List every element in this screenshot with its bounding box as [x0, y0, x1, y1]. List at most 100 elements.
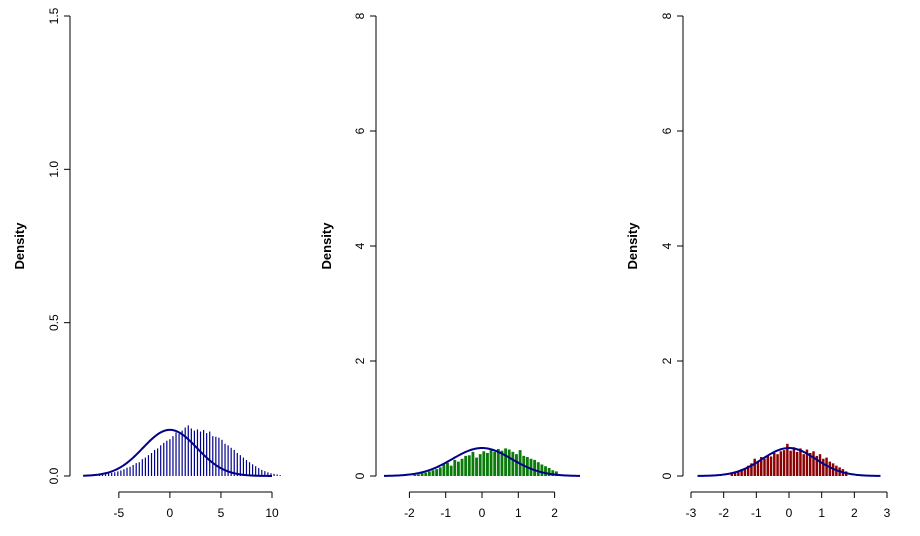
histogram-bar [756, 461, 760, 476]
x-tick-label: 3 [884, 506, 891, 520]
histogram-bar [482, 451, 486, 476]
histogram-bar [431, 470, 435, 476]
histogram-bar [750, 463, 753, 476]
histogram-bar [799, 448, 802, 476]
y-tick-label: 0.5 [47, 314, 61, 331]
histogram-bar [822, 458, 825, 476]
histogram-bar [544, 466, 547, 476]
histogram-bar [782, 450, 786, 476]
histogram-bar [792, 447, 796, 476]
histogram-bar [730, 473, 734, 476]
panel-2-xaxis: -2 -1 0 1 2 [404, 491, 558, 520]
histogram-bar [818, 454, 822, 476]
panel-1-bars [98, 425, 281, 476]
histogram-bar [540, 464, 544, 476]
panel-1-yaxis: 0.0 0.5 1.0 1.5 [47, 7, 71, 484]
y-tick-label: 8 [353, 12, 367, 19]
histogram-bar [427, 471, 431, 476]
panel-2-bars [413, 448, 558, 476]
x-tick-label: 2 [851, 506, 858, 520]
y-tick-label: 4 [353, 242, 367, 249]
histogram-bar [500, 450, 504, 476]
histogram-bar [740, 469, 743, 476]
panel-3-bars [730, 443, 848, 476]
panel-3-ylabel: Density [625, 222, 640, 270]
histogram-bar [776, 454, 779, 476]
y-tick-label: 2 [660, 357, 674, 364]
histogram-bar [547, 467, 551, 476]
panel-3: 0 2 4 6 8 -3 -2 -1 0 1 2 3 Density [625, 12, 891, 520]
histogram-bar [779, 451, 783, 476]
panel-2: 0 2 4 6 8 -2 -1 0 1 2 Density [319, 12, 581, 520]
histogram-bar [786, 443, 789, 476]
histogram-bar [802, 454, 805, 476]
histogram-bar [417, 474, 420, 476]
x-tick-label: 10 [265, 506, 279, 520]
panel-1-density-curve [83, 428, 272, 477]
y-tick-label: 1.0 [47, 161, 61, 178]
panel-3-density-curve [697, 447, 881, 477]
x-tick-label: 1 [515, 506, 522, 520]
panel-2-yaxis: 0 2 4 6 8 [353, 12, 377, 479]
histogram-bar [446, 462, 449, 476]
histogram-bar [529, 458, 533, 476]
x-tick-label: -1 [440, 506, 451, 520]
histogram-bar [442, 464, 446, 476]
histogram-bar [438, 467, 442, 476]
x-tick-label: -2 [404, 506, 415, 520]
histogram-bar [733, 472, 737, 476]
histogram-bar [424, 472, 428, 476]
histogram-bar [805, 449, 809, 476]
histogram-bar [773, 453, 776, 476]
x-tick-label: 2 [551, 506, 558, 520]
histogram-bar [460, 458, 464, 476]
y-tick-label: 0 [660, 472, 674, 479]
histogram-bar [435, 469, 439, 476]
histogram-bar [554, 471, 558, 476]
histogram-bar [478, 454, 482, 476]
histogram-bar [795, 451, 799, 476]
histogram-bar [828, 461, 832, 476]
histogram-bar [515, 454, 518, 476]
histogram-bar [471, 451, 475, 476]
y-tick-label: 8 [660, 12, 674, 19]
histogram-bar [809, 453, 812, 476]
panel-1-xaxis: -5 0 5 10 [114, 491, 279, 520]
y-tick-label: 6 [660, 127, 674, 134]
histogram-bar [769, 456, 773, 476]
histogram-bar [413, 474, 417, 476]
y-tick-label: 2 [353, 357, 367, 364]
x-tick-label: -5 [114, 506, 125, 520]
histogram-bar [467, 455, 471, 476]
histogram-bar [763, 458, 766, 476]
histogram-bar [504, 448, 508, 476]
y-tick-label: 0.0 [47, 467, 61, 484]
histogram-bar [489, 450, 493, 476]
x-tick-label: -1 [751, 506, 762, 520]
x-tick-label: -2 [718, 506, 729, 520]
histogram-bar [536, 462, 540, 476]
histogram-bar [551, 470, 555, 476]
panel-2-density-curve [383, 447, 581, 477]
histogram-bar [743, 467, 747, 476]
histogram-bar [760, 457, 763, 476]
histogram-bar [533, 459, 537, 476]
x-tick-label: 0 [167, 506, 174, 520]
panel-1-ylabel: Density [12, 222, 27, 270]
histogram-bar [737, 471, 740, 476]
x-tick-label: -3 [686, 506, 697, 520]
x-tick-label: 5 [218, 506, 225, 520]
x-tick-label: 1 [818, 506, 825, 520]
histogram-bar [812, 451, 815, 476]
x-tick-label: 0 [479, 506, 486, 520]
histogram-bar [464, 455, 468, 476]
histogram-bar [789, 450, 792, 476]
panel-1: 0.0 0.5 1.0 1.5 -5 0 5 10 Density [12, 7, 281, 520]
histogram-bar [815, 455, 818, 476]
panel-3-yaxis: 0 2 4 6 8 [660, 12, 684, 479]
histogram-bar [493, 451, 497, 476]
panel-2-ylabel: Density [319, 222, 334, 270]
histogram-bar [456, 461, 460, 476]
histogram-bar [486, 453, 489, 476]
